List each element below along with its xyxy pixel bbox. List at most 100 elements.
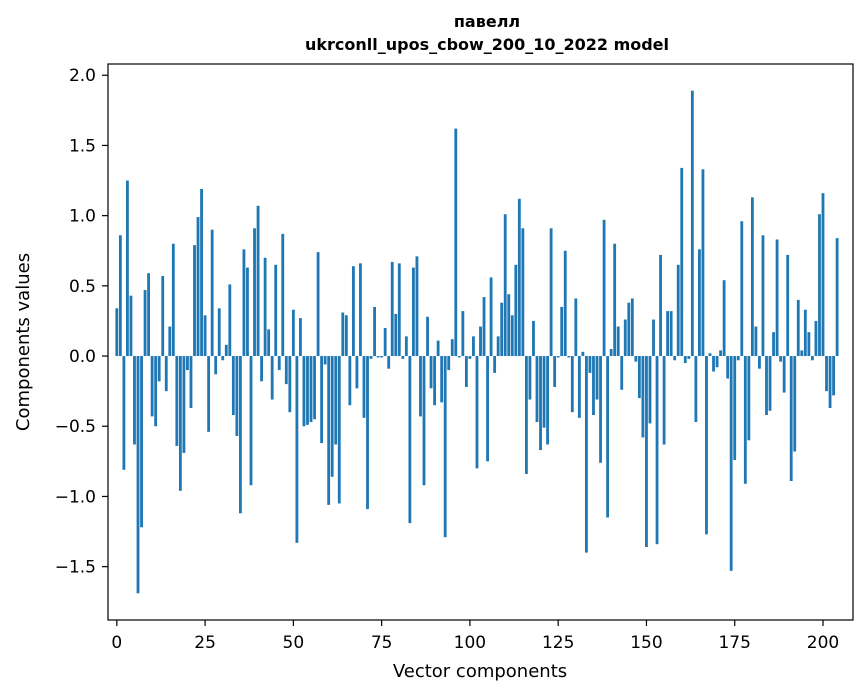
bar <box>563 250 567 357</box>
bar <box>729 356 733 571</box>
bar <box>828 356 832 408</box>
bar <box>281 233 285 357</box>
bar <box>210 229 214 357</box>
bar <box>553 356 557 387</box>
bar <box>200 188 203 357</box>
bar <box>147 273 151 357</box>
bar <box>136 356 140 594</box>
bar <box>309 356 313 423</box>
bar <box>740 221 744 357</box>
bar <box>457 356 461 358</box>
bar <box>793 356 797 452</box>
bar <box>373 306 376 357</box>
x-tick-label: 75 <box>371 633 393 653</box>
chart-subtitle: ukrconll_upos_cbow_200_10_2022 model <box>305 35 669 54</box>
bar <box>821 193 825 357</box>
bar <box>313 356 316 420</box>
bar <box>246 267 249 357</box>
bar <box>761 235 765 357</box>
bar <box>779 356 783 362</box>
bar <box>482 297 486 357</box>
bar <box>659 254 662 357</box>
bar <box>517 198 521 357</box>
bar <box>397 263 401 357</box>
bar <box>140 356 143 528</box>
bar <box>747 356 751 441</box>
y-tick-label: −1.0 <box>55 487 96 507</box>
bar <box>359 263 362 357</box>
bar <box>705 356 708 535</box>
bar <box>447 356 451 371</box>
bar <box>825 356 828 392</box>
x-tick-label: 0 <box>111 633 122 653</box>
bar <box>380 356 384 358</box>
bar <box>344 315 348 357</box>
bar <box>683 356 687 364</box>
bar <box>443 356 447 538</box>
bar <box>796 299 800 357</box>
bar <box>341 312 345 357</box>
x-tick-label: 25 <box>194 633 216 653</box>
bar <box>528 356 532 400</box>
bar <box>546 356 549 445</box>
bar <box>807 332 811 357</box>
bar <box>376 356 380 358</box>
bar <box>408 356 412 524</box>
bar <box>270 356 274 400</box>
bar <box>570 356 574 413</box>
bar <box>630 298 634 357</box>
bar <box>733 356 737 460</box>
bar <box>316 252 320 357</box>
bar <box>277 356 281 371</box>
bar <box>118 235 122 357</box>
bar <box>599 356 602 463</box>
x-tick-label: 175 <box>718 633 750 653</box>
bar <box>616 326 620 357</box>
bar <box>450 339 454 357</box>
bar <box>231 356 235 416</box>
bar <box>415 256 419 357</box>
bar <box>775 239 779 357</box>
bar <box>394 313 398 357</box>
bar <box>178 356 182 491</box>
x-tick-label: 125 <box>542 633 574 653</box>
bar <box>168 326 172 357</box>
bar <box>810 356 814 361</box>
bar <box>401 356 405 359</box>
bar <box>327 356 331 505</box>
bar <box>542 356 546 428</box>
bar <box>560 306 564 357</box>
bar <box>115 308 119 357</box>
bar <box>532 320 535 357</box>
bar <box>489 277 493 357</box>
bar <box>606 356 610 518</box>
bar <box>323 356 327 365</box>
bar <box>454 128 458 357</box>
bar <box>461 311 465 357</box>
chart-title: павелл <box>454 12 520 31</box>
bar <box>419 356 422 417</box>
bar <box>291 309 295 357</box>
bar <box>383 327 387 357</box>
bar <box>645 356 648 547</box>
bar <box>789 356 793 481</box>
bar <box>758 356 761 369</box>
y-tick-label: 0.0 <box>69 347 96 367</box>
bar <box>726 356 730 379</box>
bar <box>260 356 263 382</box>
bar <box>299 318 302 357</box>
bar <box>440 356 444 403</box>
bar <box>249 356 253 486</box>
bar <box>687 356 691 359</box>
bar <box>641 356 645 438</box>
x-tick-label: 150 <box>630 633 662 653</box>
bar <box>475 356 479 469</box>
bar <box>426 316 429 357</box>
bar <box>510 315 514 357</box>
bar <box>507 294 511 357</box>
bar <box>496 336 500 357</box>
bar <box>814 320 818 357</box>
bar <box>422 356 426 486</box>
bar <box>164 356 168 392</box>
bar <box>835 238 839 357</box>
